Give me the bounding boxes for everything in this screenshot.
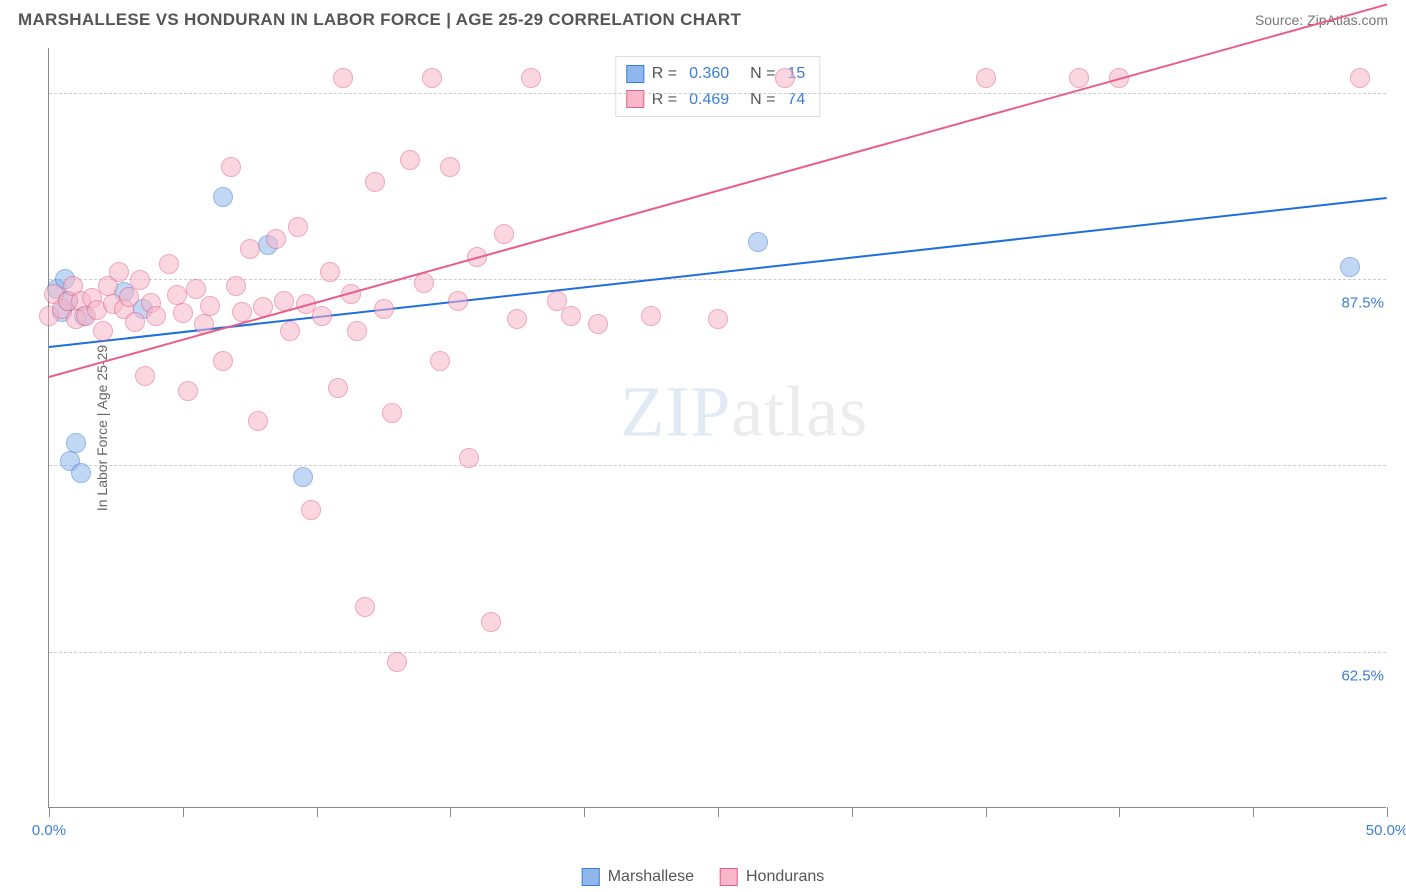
data-point <box>481 612 501 632</box>
data-point <box>93 321 113 341</box>
legend-r-value: 0.469 <box>689 87 729 113</box>
legend-row: R = 0.469 N = 74 <box>626 87 809 113</box>
data-point <box>301 500 321 520</box>
data-point <box>1069 68 1089 88</box>
chart-header: MARSHALLESE VS HONDURAN IN LABOR FORCE |… <box>0 0 1406 36</box>
data-point <box>775 68 795 88</box>
x-tick <box>852 807 853 817</box>
gridline <box>49 652 1386 653</box>
data-point <box>288 217 308 237</box>
y-tick-label: 87.5% <box>1337 294 1388 311</box>
legend-swatch <box>626 65 644 83</box>
x-tick <box>1119 807 1120 817</box>
data-point <box>387 652 407 672</box>
x-tick <box>986 807 987 817</box>
x-tick-label: 0.0% <box>32 822 66 839</box>
data-point <box>365 172 385 192</box>
data-point <box>588 314 608 334</box>
data-point <box>226 276 246 296</box>
legend-r-label: R = <box>652 87 677 113</box>
gridline <box>49 93 1386 94</box>
data-point <box>440 157 460 177</box>
gridline <box>49 279 1386 280</box>
data-point <box>430 351 450 371</box>
data-point <box>976 68 996 88</box>
data-point <box>708 309 728 329</box>
data-point <box>422 68 442 88</box>
data-point <box>494 224 514 244</box>
chart-title: MARSHALLESE VS HONDURAN IN LABOR FORCE |… <box>18 10 741 30</box>
data-point <box>312 306 332 326</box>
y-tick-label: 62.5% <box>1337 667 1388 684</box>
data-point <box>1350 68 1370 88</box>
data-point <box>561 306 581 326</box>
data-point <box>213 351 233 371</box>
gridline <box>49 465 1386 466</box>
legend-n-label: N = <box>741 61 775 87</box>
data-point <box>347 321 367 341</box>
data-point <box>320 262 340 282</box>
x-tick <box>450 807 451 817</box>
x-tick <box>1387 807 1388 817</box>
chart-source: Source: ZipAtlas.com <box>1255 12 1388 28</box>
legend-swatch <box>720 868 738 886</box>
series-legend: Marshallese Hondurans <box>582 868 825 886</box>
legend-swatch <box>582 868 600 886</box>
legend-item: Marshallese <box>582 868 694 886</box>
data-point <box>459 448 479 468</box>
x-tick <box>317 807 318 817</box>
x-tick <box>1253 807 1254 817</box>
data-point <box>167 285 187 305</box>
data-point <box>266 229 286 249</box>
data-point <box>173 303 193 323</box>
watermark: ZIPatlas <box>620 371 868 454</box>
data-point <box>641 306 661 326</box>
legend-r-label: R = <box>652 61 677 87</box>
x-tick <box>49 807 50 817</box>
y-axis-title: In Labor Force | Age 25-29 <box>94 344 110 510</box>
data-point <box>221 157 241 177</box>
data-point <box>135 366 155 386</box>
data-point <box>240 239 260 259</box>
legend-item: Hondurans <box>720 868 824 886</box>
data-point <box>159 254 179 274</box>
data-point <box>333 68 353 88</box>
data-point <box>374 299 394 319</box>
data-point <box>414 273 434 293</box>
x-tick-label: 50.0% <box>1366 822 1406 839</box>
legend-r-value: 0.360 <box>689 61 729 87</box>
data-point <box>293 467 313 487</box>
data-point <box>748 232 768 252</box>
data-point <box>130 270 150 290</box>
data-point <box>71 463 91 483</box>
data-point <box>521 68 541 88</box>
data-point <box>213 187 233 207</box>
data-point <box>200 296 220 316</box>
data-point <box>400 150 420 170</box>
x-tick <box>718 807 719 817</box>
data-point <box>328 378 348 398</box>
legend-label: Hondurans <box>746 868 824 886</box>
legend-label: Marshallese <box>608 868 694 886</box>
data-point <box>355 597 375 617</box>
legend-n-value: 74 <box>787 87 805 113</box>
data-point <box>146 306 166 326</box>
data-point <box>248 411 268 431</box>
data-point <box>232 302 252 322</box>
data-point <box>66 433 86 453</box>
legend-n-label: N = <box>741 87 775 113</box>
scatter-chart: In Labor Force | Age 25-29 ZIPatlas R = … <box>48 48 1386 808</box>
data-point <box>280 321 300 341</box>
x-tick <box>584 807 585 817</box>
data-point <box>1340 257 1360 277</box>
data-point <box>382 403 402 423</box>
data-point <box>507 309 527 329</box>
x-tick <box>183 807 184 817</box>
data-point <box>109 262 129 282</box>
data-point <box>125 312 145 332</box>
data-point <box>178 381 198 401</box>
data-point <box>448 291 468 311</box>
